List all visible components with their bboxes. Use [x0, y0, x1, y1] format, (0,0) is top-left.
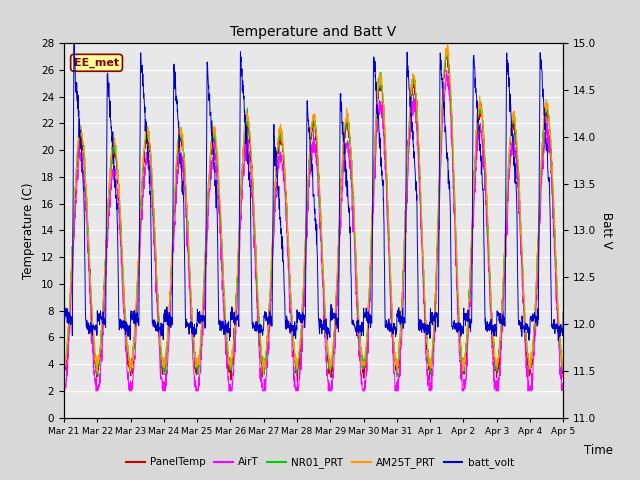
Y-axis label: Batt V: Batt V: [600, 212, 613, 249]
Y-axis label: Temperature (C): Temperature (C): [22, 182, 35, 279]
X-axis label: Time: Time: [584, 444, 612, 457]
Legend: PanelTemp, AirT, NR01_PRT, AM25T_PRT, batt_volt: PanelTemp, AirT, NR01_PRT, AM25T_PRT, ba…: [122, 453, 518, 472]
Title: Temperature and Batt V: Temperature and Batt V: [230, 25, 397, 39]
Text: EE_met: EE_met: [74, 58, 119, 68]
